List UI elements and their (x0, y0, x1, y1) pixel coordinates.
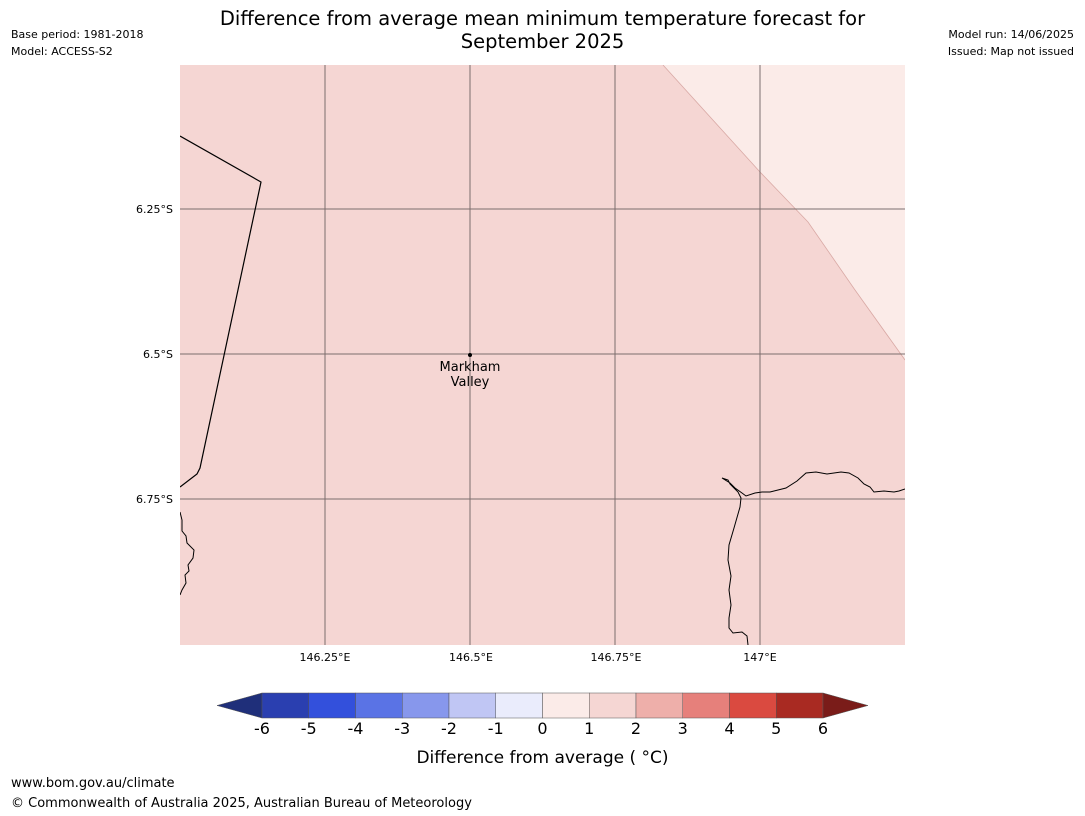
colorbar-tick: 2 (630, 719, 642, 738)
colorbar-extend-min (216, 692, 263, 719)
colorbar-tick: 1 (584, 719, 595, 738)
colorbar-cell (635, 692, 683, 719)
lon-label-146-75: 146.75°E (590, 651, 642, 664)
colorbar-tick: -5 (300, 719, 317, 738)
region-boundary (662, 65, 905, 361)
colorbar-cell (729, 692, 777, 719)
place-label-line2: Valley (450, 375, 490, 390)
colorbar-tick: -1 (487, 719, 504, 738)
colorbar-tick: 4 (724, 719, 735, 738)
colorbar-cell (495, 692, 543, 719)
lon-label-147: 147°E (743, 651, 777, 664)
footer-copyright: © Commonwealth of Australia 2025, Austra… (11, 796, 472, 811)
graticule (180, 65, 905, 645)
colorbar-cell (682, 692, 730, 719)
colorbar-tick: 5 (771, 719, 782, 738)
coastline-west (180, 511, 195, 596)
map-title: Difference from average mean minimum tem… (219, 7, 866, 53)
colorbar-tick: 0 (537, 719, 548, 738)
colorbar-label: Difference from average ( °C) (416, 748, 669, 768)
colorbar-tick: -4 (347, 719, 364, 738)
colorbar-tick: 6 (817, 719, 829, 738)
lon-label-146-25: 146.25°E (299, 651, 351, 664)
colorbar-cell (776, 692, 824, 719)
colorbar-cell (308, 692, 356, 719)
forecast-map (180, 65, 905, 645)
model-text: Model: ACCESS-S2 (11, 45, 113, 58)
footer-url: www.bom.gov.au/climate (11, 776, 175, 791)
lat-label-6-75: 6.75°S (136, 493, 173, 506)
colorbar-cell (542, 692, 590, 719)
issued-text: Issued: Map not issued (947, 45, 1074, 58)
meta-left: Base period: 1981-2018 Model: ACCESS-S2 (11, 26, 143, 60)
lat-label-6-5: 6.5°S (143, 348, 173, 361)
model-run-text: Model run: 14/06/2025 (948, 28, 1074, 41)
colorbar-tick: -3 (394, 719, 411, 738)
anomaly-region-0-to-1 (663, 65, 905, 360)
base-period-text: Base period: 1981-2018 (11, 28, 144, 41)
colorbar-tick: -2 (441, 719, 457, 738)
colorbar-cell (261, 692, 309, 719)
colorbar-cell (355, 692, 403, 719)
lon-label-146-5: 146.5°E (449, 651, 493, 664)
lat-label-6-25: 6.25°S (136, 203, 173, 216)
place-label: Markham Valley (420, 360, 520, 390)
colorbar-cell (448, 692, 496, 719)
colorbar-cell (402, 692, 450, 719)
colorbar-tick: -6 (254, 719, 270, 738)
colorbar-cell (589, 692, 637, 719)
coastline-east (721, 471, 905, 645)
place-label-line1: Markham (439, 360, 501, 375)
colorbar-tick: 3 (677, 719, 688, 738)
colorbar-cells (261, 692, 824, 719)
colorbar-extend-max (822, 692, 869, 719)
meta-right: Model run: 14/06/2025 Issued: Map not is… (948, 26, 1074, 60)
province-boundary (180, 135, 262, 488)
place-marker (468, 353, 472, 357)
